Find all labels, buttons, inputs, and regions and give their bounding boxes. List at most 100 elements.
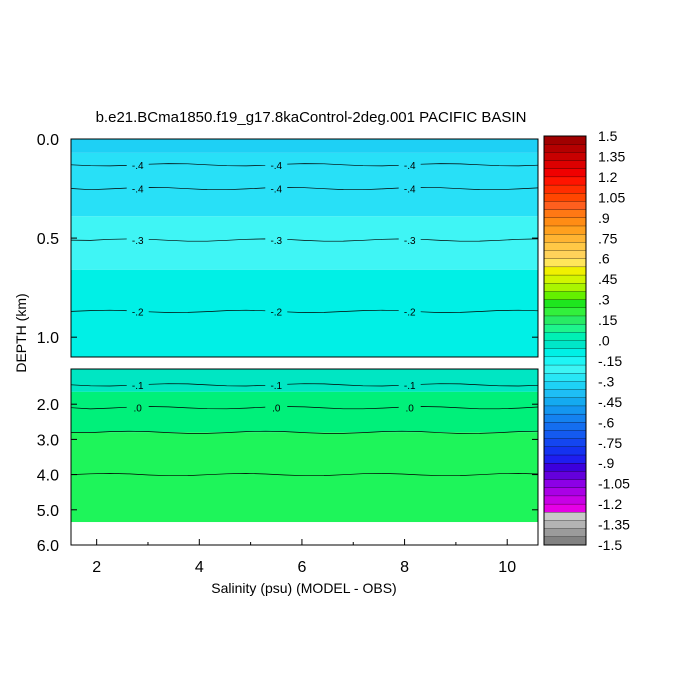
lower-contour-label: -.1 <box>270 381 282 392</box>
upper-band-0 <box>71 139 538 153</box>
colorbar-swatch <box>543 201 587 211</box>
upper-contour-label: -.3 <box>404 236 416 247</box>
upper-contour-label-bg <box>265 234 288 246</box>
upper-contour-label-bg <box>126 234 149 246</box>
colorbar-swatch <box>543 381 587 391</box>
lower-band-2 <box>71 432 538 523</box>
colorbar-tick-label: .15 <box>598 312 618 328</box>
xtick-label: 2 <box>92 559 101 576</box>
lower-contour-label: .0 <box>272 404 281 415</box>
xtick-label: 4 <box>195 559 204 576</box>
colorbar-tick-label: -.6 <box>598 414 615 430</box>
chart-title: b.e21.BCma1850.f19_g17.8kaControl-2deg.0… <box>96 109 527 126</box>
upper-ytick-label: 0.0 <box>37 132 59 149</box>
colorbar-tick-label: -.45 <box>598 394 622 410</box>
colorbar-swatch <box>543 503 587 513</box>
upper-contour-1 <box>71 186 538 191</box>
colorbar-swatch <box>543 332 587 341</box>
upper-contour-label-bg <box>126 182 149 194</box>
colorbar-tick-label: -.9 <box>598 455 615 471</box>
colorbar-swatch <box>543 446 587 456</box>
colorbar-swatch <box>543 479 587 489</box>
colorbar-swatch <box>543 184 587 194</box>
lower-band-1 <box>71 391 538 433</box>
lower-ytick-label: 3.0 <box>37 432 59 449</box>
colorbar-swatch <box>543 422 587 431</box>
upper-contour-label: -.4 <box>132 161 144 172</box>
upper-contour-label: -.3 <box>132 236 144 247</box>
lower-contour-1 <box>71 406 538 410</box>
upper-ytick-label: 1.0 <box>37 330 59 347</box>
lower-contour-label: .0 <box>406 404 415 415</box>
lower-band-0 <box>71 369 538 392</box>
upper-contour-label: -.2 <box>132 307 144 318</box>
lower-contour-2 <box>71 430 538 434</box>
lower-ytick-label: 4.0 <box>37 468 59 485</box>
colorbar-tick-label: -1.05 <box>598 476 630 492</box>
colorbar-tick-label: .3 <box>598 292 610 308</box>
upper-contour-3 <box>71 309 538 313</box>
colorbar-tick-label: .9 <box>598 210 610 226</box>
upper-contour-2 <box>71 238 538 242</box>
colorbar-tick-label: .6 <box>598 251 610 267</box>
colorbar-tick-label: -1.35 <box>598 517 630 533</box>
colorbar-tick-label: -.15 <box>598 353 622 369</box>
lower-contour-label-bg <box>398 401 421 413</box>
lower-contour-label-bg <box>126 401 149 413</box>
lower-contour-label-bg <box>265 401 288 413</box>
colorbar-swatch <box>543 307 587 317</box>
lower-contour-label: -.1 <box>132 381 144 392</box>
xtick-label: 10 <box>498 559 516 576</box>
colorbar-swatch <box>543 258 587 268</box>
upper-contour-label-bg <box>398 158 421 170</box>
colorbar-swatch <box>543 373 587 382</box>
colorbar-swatch <box>543 291 587 301</box>
colorbar-tick-label: -.75 <box>598 435 622 451</box>
upper-contour-label-bg <box>398 182 421 194</box>
lower-contour-label: .0 <box>134 404 143 415</box>
upper-contour-label-bg <box>398 305 421 317</box>
lower-panel-frame <box>70 368 539 546</box>
colorbar-swatch <box>543 299 587 309</box>
colorbar-swatch <box>543 454 587 464</box>
colorbar-swatch <box>543 176 587 186</box>
colorbar-tick-label: -1.2 <box>598 496 622 512</box>
upper-contour-label: -.4 <box>270 161 282 172</box>
no-data-region <box>71 522 538 545</box>
colorbar-tick-label: .0 <box>598 333 610 349</box>
colorbar-tick-label: .45 <box>598 271 618 287</box>
colorbar-swatch <box>543 135 587 145</box>
colorbar-tick-label: 1.2 <box>598 169 618 185</box>
colorbar-swatch <box>543 487 587 497</box>
lower-ytick-label: 2.0 <box>37 397 59 414</box>
upper-band-2 <box>71 216 538 270</box>
upper-contour-label: -.4 <box>132 185 144 196</box>
colorbar-swatch <box>543 405 587 415</box>
upper-contour-label: -.2 <box>404 307 416 318</box>
upper-panel: -.4 -.4 -.4 -.4 -.4 -.4 -.3 -.3 -.3 -.2 -.2 -.2 0.0… <box>37 132 539 358</box>
colorbar-swatch <box>543 348 587 358</box>
colorbar-swatch <box>543 152 587 161</box>
y-axis-label: DEPTH (km) <box>13 293 29 372</box>
lower-contour-label-bg <box>126 378 149 390</box>
xtick-label: 8 <box>400 559 409 576</box>
colorbar-swatch <box>543 160 587 170</box>
x-axis-label: Salinity (psu) (MODEL - OBS) <box>211 580 396 596</box>
colorbar-swatch <box>543 520 587 530</box>
colorbar-tick-label: 1.5 <box>598 128 618 144</box>
colorbar-swatch <box>543 193 587 202</box>
colorbar-swatch <box>543 274 587 284</box>
colorbar-swatch <box>543 438 587 448</box>
upper-contour-label: -.3 <box>270 236 282 247</box>
colorbar-swatch <box>543 234 587 243</box>
xtick-label: 6 <box>297 559 306 576</box>
upper-contour-0 <box>71 163 538 167</box>
lower-ytick-label: 5.0 <box>37 503 59 520</box>
colorbar-swatch <box>543 512 587 521</box>
colorbar-tick-label: -1.5 <box>598 537 622 553</box>
colorbar-swatch <box>543 225 587 235</box>
colorbar-swatch <box>543 413 587 423</box>
colorbar-swatch <box>543 250 587 260</box>
colorbar-swatch <box>543 471 587 481</box>
